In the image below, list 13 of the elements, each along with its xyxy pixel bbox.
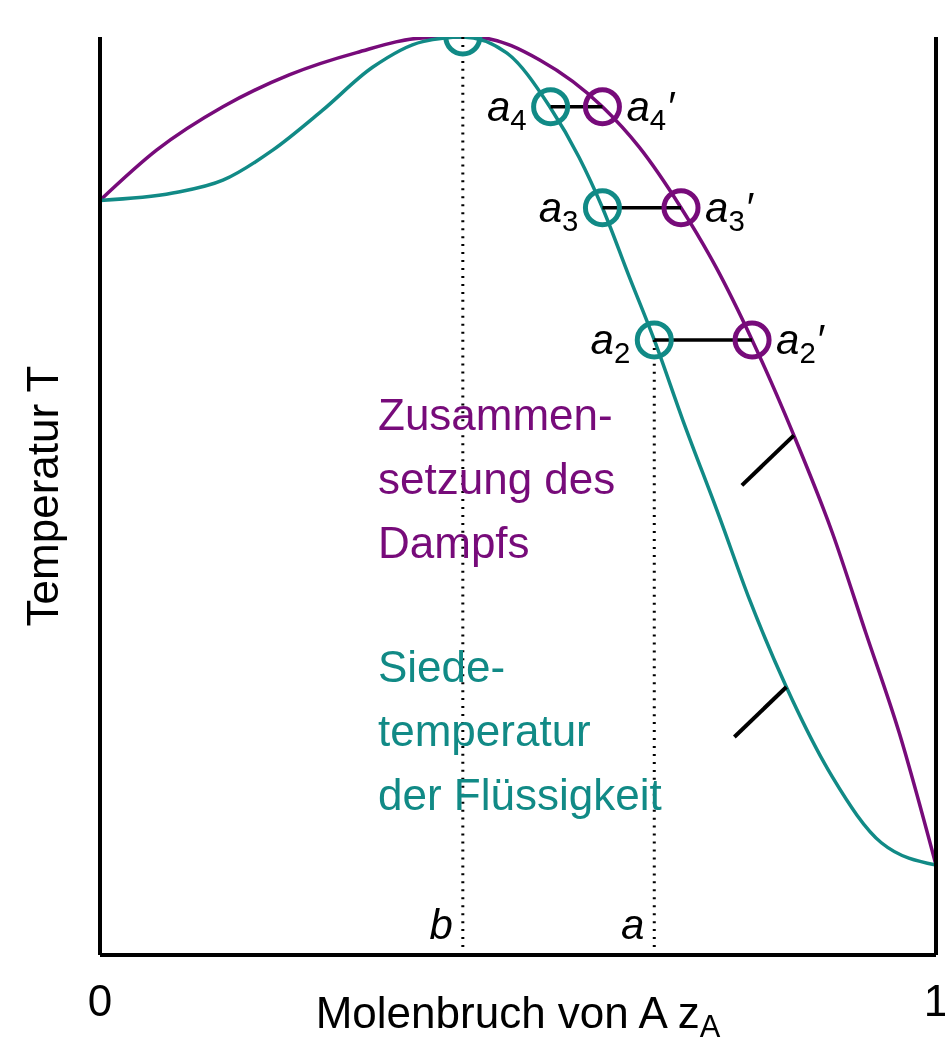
text: Siede- temperatur der Flüssigkeit [378,641,662,819]
annotation: a$_{4}$′ [626,82,677,136]
y-axis-title: Temperatur T [18,365,67,627]
annotation: a$_{3}$ [538,183,579,237]
annotation: a$_{2}$′ [776,315,826,369]
annotation: a$_{3}$′ [705,183,755,237]
annotation: a [620,901,645,948]
annotation: b [429,901,453,948]
x-axis-title: Molenbruch von A z$_{A}$ [315,988,721,1040]
x-tick-label: 0 [87,976,113,1026]
annotation: a$_{4}$ [486,82,527,136]
annotation: a$_{2}$ [590,315,631,369]
text: Zusammen- setzung des Dampfs [378,390,616,568]
